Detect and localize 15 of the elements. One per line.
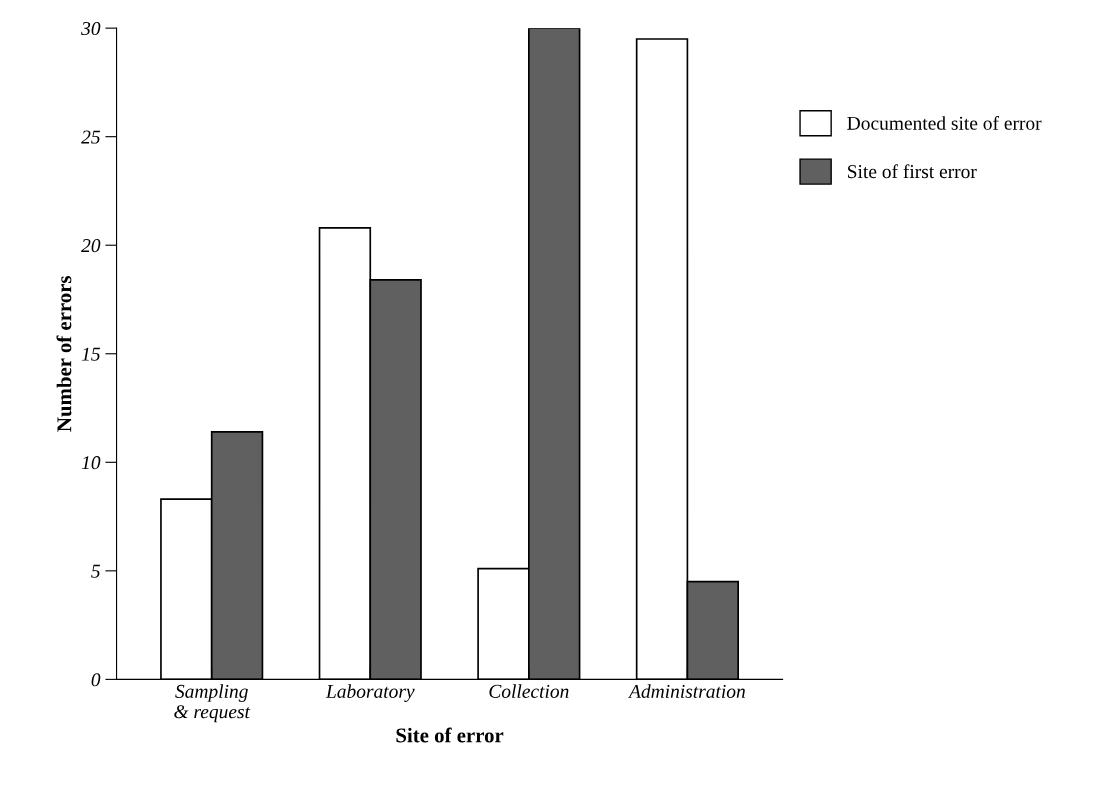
x-tick-label: Collection xyxy=(489,684,569,698)
x-tick-label: Laboratory xyxy=(325,684,415,702)
y-axis-title: Number of errors xyxy=(56,275,72,432)
x-tick-label: Administration xyxy=(628,684,745,698)
x-axis-title: Site of error xyxy=(396,727,504,743)
legend-label: Documented site of error xyxy=(847,115,1042,130)
x-tick-label: Sampling & request xyxy=(174,684,251,723)
y-tick-label: 15 xyxy=(81,347,100,361)
y-tick-label: 20 xyxy=(81,239,101,253)
y-tick-label: 10 xyxy=(81,456,101,470)
y-tick-label: 0 xyxy=(91,673,101,687)
y-tick-label: 5 xyxy=(91,564,100,578)
y-tick-label: 25 xyxy=(81,130,100,144)
legend-label: Site of first error xyxy=(848,164,977,179)
y-tick-label: 30 xyxy=(81,21,101,36)
